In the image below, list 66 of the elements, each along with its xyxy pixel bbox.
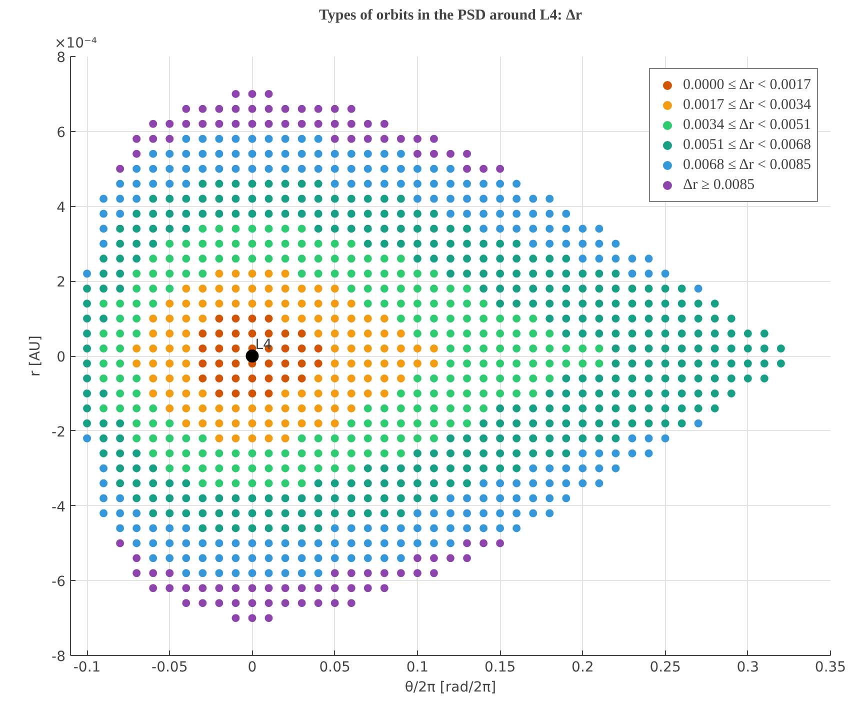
- point: [281, 359, 290, 368]
- point: [215, 389, 224, 398]
- point: [232, 314, 240, 323]
- point: [281, 330, 290, 338]
- y-tick-label: 8: [56, 50, 66, 66]
- y-tick-label: -2: [52, 424, 66, 440]
- x-tick-label: 0.2: [572, 660, 594, 676]
- point: [314, 359, 322, 368]
- x-tick-label: 0.15: [484, 660, 516, 676]
- point: [281, 374, 290, 382]
- point: [215, 314, 224, 323]
- point: [215, 344, 224, 353]
- point: [298, 374, 306, 382]
- y-tick-label: -8: [52, 649, 66, 665]
- point: [248, 374, 256, 382]
- point: [264, 359, 273, 368]
- point: [232, 344, 240, 353]
- point: [248, 389, 256, 398]
- point: [246, 350, 259, 362]
- legend-label: 0.0034 ≤ Δr < 0.0051: [682, 116, 811, 134]
- point: [264, 389, 273, 398]
- point: [232, 330, 240, 338]
- point: [264, 330, 273, 338]
- point: [248, 330, 256, 338]
- legend-label: 0.0051 ≤ Δr < 0.0068: [682, 136, 811, 154]
- point: [232, 389, 240, 398]
- legend-label: 0.0017 ≤ Δr < 0.0034: [682, 96, 811, 114]
- point: [198, 359, 207, 368]
- x-tick-label: 0: [248, 660, 257, 676]
- point: [198, 344, 207, 353]
- y-axis-title: r [AU]: [28, 336, 44, 376]
- chart-title: Types of orbits in the PSD around L4: Δr: [318, 8, 582, 24]
- y-tick-label: 0: [56, 350, 66, 366]
- point: [215, 359, 224, 368]
- point: [198, 330, 207, 338]
- point: [232, 359, 240, 368]
- point: [298, 359, 306, 368]
- x-tick-label: 0.35: [814, 660, 846, 676]
- point: [215, 374, 224, 382]
- point: [232, 374, 240, 382]
- x-tick-label: 0.3: [736, 660, 760, 676]
- point: [298, 330, 306, 338]
- y-tick-label: 4: [56, 200, 66, 216]
- y-tick-label: 6: [56, 124, 66, 141]
- point: [264, 374, 273, 382]
- x-tick-label: 0.1: [406, 660, 429, 676]
- point: [281, 344, 290, 353]
- x-tick-label: 0.05: [319, 660, 350, 676]
- text: ×10⁻⁴: [54, 36, 98, 52]
- point: [264, 314, 273, 323]
- x-tick-label: 0.25: [650, 660, 681, 676]
- point: [298, 344, 306, 353]
- x-tick-label: -0.05: [152, 660, 188, 676]
- annotation: L4: [255, 337, 272, 353]
- point: [198, 374, 207, 382]
- x-tick-label: -0.1: [73, 660, 101, 676]
- point: [248, 314, 256, 323]
- y-tick-label: -6: [52, 574, 66, 590]
- y-tick-label: -4: [52, 499, 66, 516]
- y-tick-label: 2: [56, 274, 66, 291]
- legend-label: 0.0000 ≤ Δr < 0.0017: [682, 76, 811, 94]
- x-axis-title: θ/2π [rad/2π]: [404, 680, 496, 696]
- legend-label: Δr ≥ 0.0085: [682, 176, 755, 194]
- point: [314, 344, 322, 353]
- point: [215, 330, 224, 338]
- legend-label: 0.0068 ≤ Δr < 0.0085: [682, 156, 811, 174]
